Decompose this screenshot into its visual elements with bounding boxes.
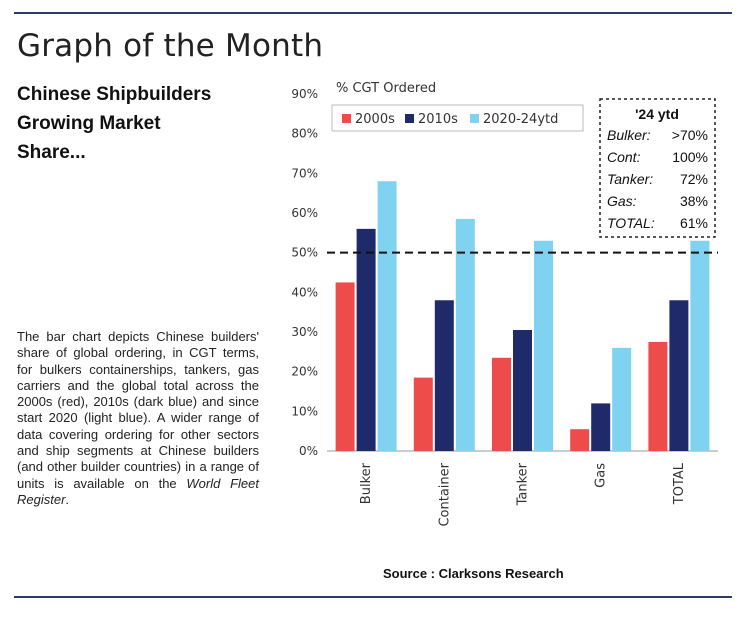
bar-gas-2010s [591, 403, 611, 451]
y-tick-label: 0% [299, 444, 318, 458]
subheading: Chinese Shipbuilders Growing Market Shar… [17, 84, 212, 163]
bar-container-2020-24ytd [455, 218, 475, 451]
ytd-row-value: 61% [680, 215, 708, 231]
ytd-row-label: TOTAL: [607, 215, 655, 231]
legend-swatch-2020-24ytd [470, 114, 479, 123]
bar-bulker-2020-24ytd [377, 181, 397, 451]
y-tick-label: 20% [291, 365, 318, 379]
bar-gas-2000s [570, 429, 590, 451]
bar-series [335, 181, 710, 451]
y-tick-label: 50% [291, 246, 318, 260]
x-tick-label: Container [437, 462, 452, 526]
bar-total-2020-24ytd [690, 240, 710, 451]
bar-bulker-2000s [335, 282, 355, 451]
y-tick-label: 70% [291, 166, 318, 180]
top-rule [14, 12, 732, 14]
bar-bulker-2010s [356, 228, 376, 451]
bar-tanker-2000s [492, 357, 511, 451]
ytd-row-value: 38% [680, 193, 708, 209]
ytd-row-label: Cont: [607, 149, 641, 165]
ytd-annotation-title: '24 ytd [635, 106, 679, 122]
legend-label-2020-24ytd: 2020-24ytd [483, 112, 558, 127]
bar-tanker-2010s [513, 330, 532, 451]
bar-container-2010s [434, 300, 454, 451]
legend-label-2010s: 2010s [418, 112, 458, 127]
description: The bar chart depicts Chinese builders' … [17, 329, 259, 508]
y-axis-ticks: 0% 10% 20% 30% 40% 50% 60% 70% 80% 90% [291, 87, 318, 458]
ytd-row-value: 72% [680, 171, 708, 187]
x-tick-label: Gas [594, 463, 609, 488]
y-tick-label: 60% [291, 206, 318, 220]
ytd-row-label: Tanker: [607, 171, 653, 187]
x-axis-ticks: Bulker Container Tanker Gas TOTAL [359, 462, 687, 526]
y-axis-title: % CGT Ordered [336, 81, 436, 96]
bar-chart: % CGT Ordered 0% 10% 20% 30% 40% 50% 60% 70% 80%… [291, 81, 718, 527]
x-tick-label: Tanker [516, 462, 531, 506]
ytd-row-value: >70% [672, 127, 708, 143]
bar-container-2000s [413, 377, 433, 451]
y-tick-label: 30% [291, 325, 318, 339]
y-tick-label: 40% [291, 285, 318, 299]
bottom-rule [14, 596, 732, 598]
ytd-annotation-rows: Bulker: >70% Cont: 100% Tanker: 72% Gas: 38% TOT… [607, 127, 708, 231]
ytd-row-label: Gas: [607, 193, 637, 209]
description-text: The bar chart depicts Chinese builders' … [17, 329, 259, 491]
description-end: . [65, 491, 70, 507]
ytd-row-value: 100% [672, 149, 708, 165]
x-tick-label: TOTAL [672, 462, 687, 505]
legend [331, 104, 584, 132]
ytd-row-label: Bulker: [607, 127, 651, 143]
bar-gas-2020-24ytd [612, 347, 632, 451]
bar-total-2010s [669, 300, 689, 451]
x-tick-label: Bulker [359, 462, 374, 504]
page-title: Graph of the Month [17, 28, 324, 64]
bar-tanker-2020-24ytd [534, 240, 553, 451]
ytd-annotation-box [599, 98, 716, 238]
y-tick-label: 10% [291, 404, 318, 418]
y-tick-label: 80% [291, 127, 318, 141]
world-fleet-register-link: World Fleet Register [17, 475, 259, 507]
legend-swatch-2010s [405, 114, 414, 123]
source-caption: Source : Clarksons Research [383, 566, 564, 581]
y-tick-label: 90% [291, 87, 318, 101]
legend-label-2000s: 2000s [355, 112, 395, 127]
bar-total-2000s [648, 341, 668, 451]
legend-swatch-2000s [342, 114, 351, 123]
